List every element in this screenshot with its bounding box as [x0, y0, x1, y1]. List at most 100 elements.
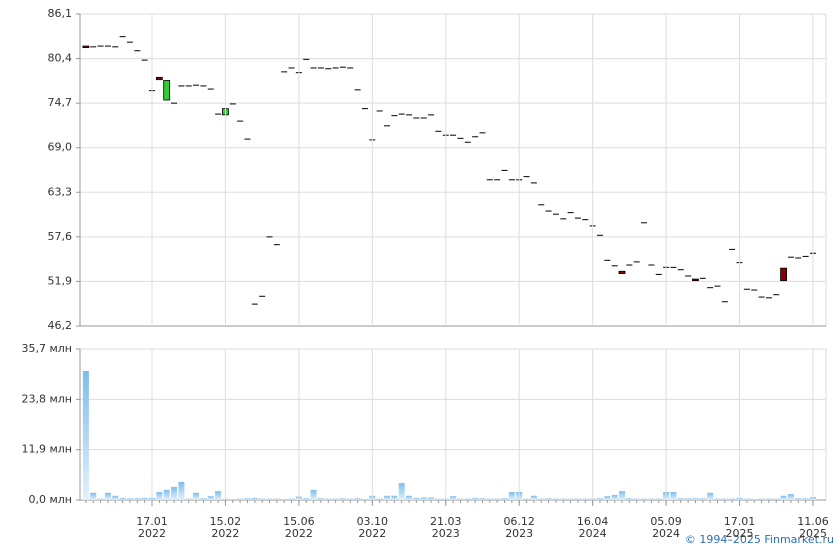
candle — [802, 255, 809, 257]
volume-bar — [604, 496, 611, 500]
candle — [229, 103, 236, 105]
volume-bar — [626, 498, 633, 500]
candle — [501, 169, 508, 171]
volume-bar — [692, 498, 699, 500]
volume-bar — [795, 498, 802, 500]
volume-bar — [317, 498, 324, 500]
volume-bar — [391, 495, 398, 500]
candle — [178, 85, 185, 87]
candle — [758, 296, 765, 298]
candle — [251, 303, 258, 305]
y-tick-label: 74,7 — [48, 96, 73, 109]
candle — [648, 264, 655, 266]
x-tick-label: 17.01 2022 — [136, 515, 168, 540]
volume-bar — [596, 498, 603, 500]
volume-bar — [215, 491, 222, 500]
volume-bar — [611, 494, 618, 500]
candle — [207, 88, 214, 90]
candle — [677, 269, 684, 271]
volume-bar — [288, 498, 295, 500]
candle — [185, 85, 192, 87]
candle — [714, 285, 721, 287]
x-tick-label: 16.04 2024 — [576, 515, 609, 540]
candle — [560, 218, 567, 220]
candle — [611, 265, 618, 267]
candle — [457, 137, 464, 139]
volume-bar — [714, 498, 721, 500]
candle — [787, 256, 794, 258]
volume-bar — [384, 495, 391, 500]
candle — [530, 182, 537, 184]
y-tick-label: 35,7 млн — [21, 342, 72, 355]
x-tick-label: 03.10 2022 — [356, 515, 389, 540]
candle — [141, 59, 148, 61]
y-tick-label: 63,3 — [48, 185, 73, 198]
plot-area — [79, 348, 827, 501]
candle — [523, 176, 530, 178]
volume-bar — [450, 496, 457, 500]
candle — [244, 138, 251, 140]
candle — [773, 294, 780, 296]
volume-bar — [648, 498, 655, 500]
candle — [310, 67, 317, 69]
volume-bar — [303, 498, 310, 500]
candle — [317, 67, 324, 69]
candle — [420, 117, 427, 119]
volume-bar — [354, 498, 361, 500]
candle — [171, 102, 178, 104]
y-tick-label: 0,0 млн — [28, 493, 72, 506]
volume-bar — [112, 495, 119, 500]
candle — [743, 288, 750, 290]
volume-bar — [347, 498, 354, 500]
candle — [508, 179, 515, 181]
volume-bar — [677, 498, 684, 500]
candle — [604, 259, 611, 261]
candle — [237, 120, 244, 122]
volume-bar — [163, 489, 170, 500]
volume-bar — [530, 495, 537, 500]
volume-bar — [780, 495, 787, 500]
volume-bar — [428, 497, 435, 500]
candle — [552, 213, 559, 215]
volume-bar — [501, 498, 508, 500]
copyright: © 1994–2025 Finmarket.ru — [684, 533, 834, 546]
y-tick-label: 57,6 — [48, 230, 73, 243]
volume-bar — [119, 497, 126, 500]
candle — [398, 113, 405, 115]
volume-bar — [802, 498, 809, 500]
candle — [450, 134, 457, 136]
candle — [112, 46, 119, 48]
candle — [215, 113, 222, 115]
volume-bar — [178, 481, 185, 500]
volume-bar — [413, 497, 420, 500]
volume-bar — [266, 498, 273, 500]
volume-bar — [765, 498, 772, 500]
volume-bar — [244, 498, 251, 500]
y-tick-label: 51,9 — [48, 274, 73, 287]
volume-bar — [560, 498, 567, 500]
candle — [200, 85, 207, 87]
candle — [376, 110, 383, 112]
candle — [288, 67, 295, 69]
volume-bar — [325, 498, 332, 500]
volume-bar — [207, 496, 214, 500]
candle — [428, 114, 435, 116]
volume-bar — [758, 498, 765, 500]
x-tick-label: 06.12 2023 — [503, 515, 535, 540]
candle — [82, 45, 90, 49]
candle — [332, 67, 339, 69]
candle — [626, 264, 633, 266]
volume-bar — [406, 495, 413, 500]
candle — [193, 84, 200, 86]
candle — [273, 244, 280, 246]
candle — [765, 297, 772, 299]
candle — [729, 248, 736, 250]
candle — [435, 130, 442, 132]
volume-bar — [707, 492, 714, 500]
candle — [90, 46, 97, 48]
x-tick-label: 21.03 2023 — [430, 515, 462, 540]
candle — [780, 267, 787, 282]
volume-bar — [193, 492, 200, 500]
